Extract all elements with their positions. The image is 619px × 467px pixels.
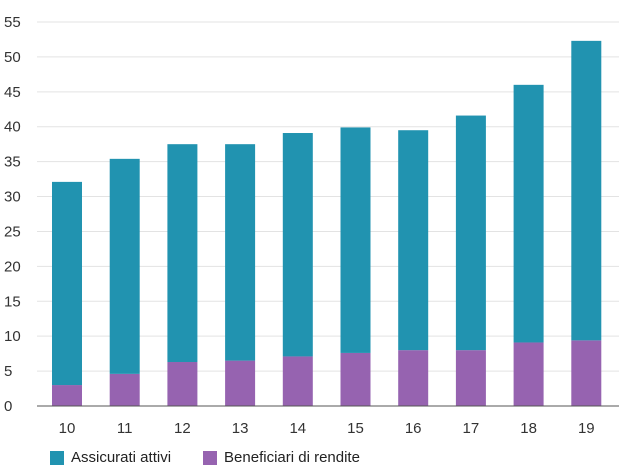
x-tick-label-17: 17 (463, 420, 480, 437)
bar-assicurati-attivi-19 (571, 40, 602, 341)
y-tick-label-25: 25 (4, 223, 21, 240)
y-tick-label-5: 5 (4, 363, 12, 380)
bar-beneficiari-di-rendite-14 (282, 356, 313, 406)
legend: Assicurati attivi Beneficiari di rendite (50, 449, 392, 466)
bar-beneficiari-di-rendite-11 (109, 373, 140, 406)
bar-assicurati-attivi-10 (52, 181, 82, 386)
y-axis-ticks: 0 5 10 15 20 25 30 35 40 45 50 55 (4, 14, 21, 415)
y-tick-label-35: 35 (4, 154, 21, 171)
legend-label-beneficiari-di-rendite: Beneficiari di rendite (224, 449, 360, 466)
legend-label-assicurati-attivi: Assicurati attivi (71, 449, 172, 466)
y-tick-label-50: 50 (4, 49, 21, 66)
x-tick-label-15: 15 (347, 420, 364, 437)
legend-swatch-assicurati-attivi (50, 450, 64, 465)
bar-assicurati-attivi-14 (282, 133, 313, 357)
x-tick-label-10: 10 (59, 420, 76, 437)
bar-beneficiari-di-rendite-15 (340, 352, 371, 406)
bar-assicurati-attivi-18 (513, 84, 544, 343)
x-axis-ticks: 10 11 12 13 14 15 16 17 18 19 (59, 420, 595, 437)
x-tick-label-18: 18 (520, 420, 537, 437)
bar-beneficiari-di-rendite-13 (225, 360, 256, 406)
bar-assicurati-attivi-11 (109, 158, 140, 374)
bar-beneficiari-di-rendite-19 (571, 340, 602, 406)
bar-beneficiari-di-rendite-12 (167, 362, 198, 406)
bar-beneficiari-di-rendite-17 (455, 350, 486, 406)
x-tick-label-13: 13 (232, 420, 249, 437)
x-tick-label-11: 11 (117, 420, 133, 437)
bar-beneficiari-di-rendite-10 (52, 385, 82, 406)
y-tick-label-40: 40 (4, 119, 21, 136)
bar-beneficiari-di-rendite-18 (513, 342, 544, 406)
x-tick-label-14: 14 (289, 420, 306, 437)
y-tick-label-10: 10 (4, 328, 21, 345)
y-tick-label-55: 55 (4, 14, 21, 31)
bars (52, 40, 602, 406)
x-tick-label-16: 16 (405, 420, 422, 437)
x-tick-label-12: 12 (174, 420, 191, 437)
y-tick-label-45: 45 (4, 84, 21, 101)
legend-item-assicurati-attivi: Assicurati attivi (50, 449, 171, 466)
legend-swatch-beneficiari-di-rendite (203, 450, 218, 465)
bar-assicurati-attivi-12 (167, 144, 198, 363)
bar-assicurati-attivi-17 (455, 115, 486, 351)
y-tick-label-0: 0 (4, 398, 12, 415)
y-tick-label-15: 15 (4, 293, 21, 310)
bar-assicurati-attivi-16 (398, 130, 429, 351)
x-tick-label-19: 19 (578, 420, 595, 437)
bar-assicurati-attivi-13 (225, 144, 256, 361)
bar-assicurati-attivi-15 (340, 127, 371, 353)
y-tick-label-20: 20 (4, 258, 21, 275)
legend-item-beneficiari-di-rendite: Beneficiari di rendite (203, 449, 360, 466)
y-tick-label-30: 30 (4, 189, 21, 206)
bar-beneficiari-di-rendite-16 (398, 350, 429, 406)
